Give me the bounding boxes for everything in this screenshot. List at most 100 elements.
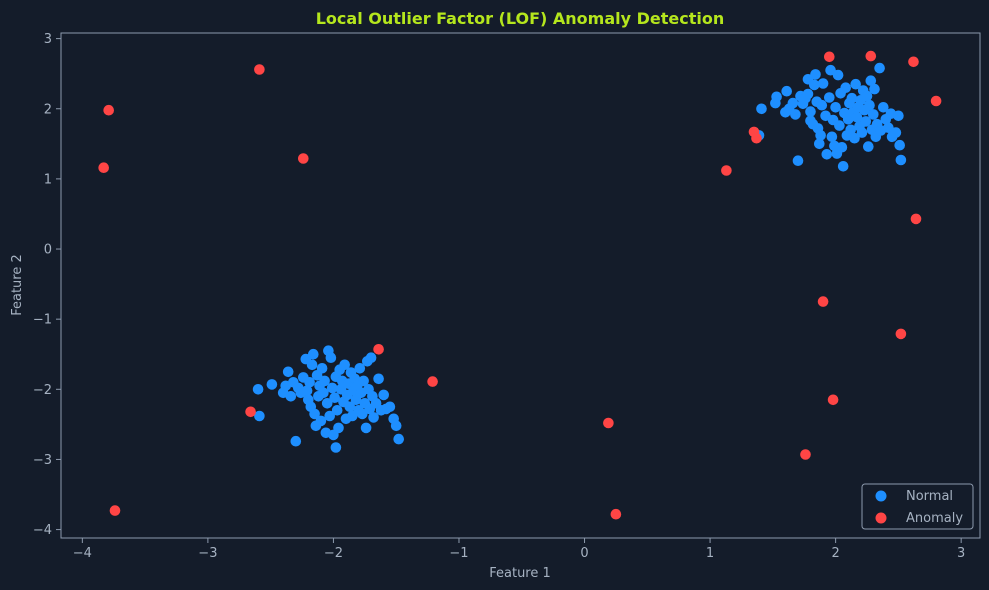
chart-title: Local Outlier Factor (LOF) Anomaly Detec… xyxy=(316,9,725,28)
point-anomaly xyxy=(910,213,922,225)
axes-frame: −4 −3 −2 −1 0 1 2 3 −4 −3 −2 −1 0 1 2 3 xyxy=(33,32,981,561)
y-tick-label: −4 xyxy=(33,523,52,538)
point-normal xyxy=(834,120,845,131)
point-normal xyxy=(756,103,767,115)
y-tick-label: 1 xyxy=(44,172,52,187)
point-normal xyxy=(845,124,856,136)
x-tick-label: 1 xyxy=(706,546,714,561)
point-anomaly xyxy=(908,56,919,68)
point-normal xyxy=(851,111,863,123)
point-normal xyxy=(860,116,872,127)
point-anomaly xyxy=(245,406,256,418)
point-normal xyxy=(285,391,297,402)
point-normal xyxy=(837,161,849,172)
y-tick-label: −2 xyxy=(33,383,52,398)
point-normal xyxy=(832,69,844,81)
point-anomaly xyxy=(254,64,265,75)
point-normal xyxy=(282,366,294,378)
point-normal xyxy=(824,92,835,103)
point-normal xyxy=(815,130,826,141)
point-normal xyxy=(333,422,344,434)
point-normal xyxy=(330,442,342,453)
point-normal xyxy=(856,127,868,138)
point-normal xyxy=(865,75,877,86)
point-normal xyxy=(306,359,318,371)
x-axis-label: Feature 1 xyxy=(489,566,551,581)
point-anomaly xyxy=(427,376,438,387)
y-tick-label: −1 xyxy=(33,313,52,328)
point-normal xyxy=(894,139,905,151)
point-normal xyxy=(826,131,838,143)
legend-label-normal: Normal xyxy=(906,489,953,504)
point-anomaly xyxy=(865,50,877,62)
point-normal xyxy=(850,78,861,90)
point-normal xyxy=(787,97,799,109)
point-normal xyxy=(771,91,782,103)
point-normal xyxy=(384,401,396,413)
point-normal xyxy=(304,377,315,388)
point-anomaly xyxy=(930,95,942,107)
point-normal xyxy=(331,405,343,416)
x-tick-label: 3 xyxy=(957,546,965,561)
point-normal xyxy=(781,85,792,97)
point-normal xyxy=(846,92,858,104)
point-normal xyxy=(805,106,816,117)
point-normal xyxy=(863,141,874,152)
point-normal xyxy=(324,410,336,422)
point-normal xyxy=(378,389,390,401)
point-anomaly xyxy=(103,104,114,116)
point-normal xyxy=(321,398,333,409)
point-normal xyxy=(373,373,384,385)
point-anomaly xyxy=(603,417,614,429)
point-normal xyxy=(365,352,377,364)
point-normal xyxy=(816,99,828,111)
point-normal xyxy=(836,142,848,153)
y-axis-label: Feature 2 xyxy=(10,254,25,316)
point-normal xyxy=(357,408,368,420)
point-normal xyxy=(254,410,265,422)
point-normal xyxy=(849,132,860,144)
y-tick-label: 3 xyxy=(44,32,52,47)
point-anomaly xyxy=(827,394,839,406)
x-tick-label: −1 xyxy=(449,546,468,561)
point-anomaly xyxy=(800,449,811,460)
scatter-points xyxy=(98,50,942,520)
axes-spine xyxy=(60,32,981,539)
point-normal xyxy=(802,88,814,100)
legend-marker-anomaly xyxy=(875,512,887,524)
series-normal xyxy=(252,62,907,453)
point-normal xyxy=(864,99,875,111)
point-normal xyxy=(290,435,302,447)
point-normal xyxy=(878,102,889,113)
point-normal xyxy=(308,348,319,360)
point-normal xyxy=(890,127,902,138)
point-normal xyxy=(358,375,369,387)
legend-label-anomaly: Anomaly xyxy=(906,511,963,526)
point-anomaly xyxy=(751,132,762,144)
point-normal xyxy=(393,433,405,445)
point-normal xyxy=(790,109,801,120)
point-normal xyxy=(390,420,402,432)
point-anomaly xyxy=(109,505,121,516)
point-normal xyxy=(316,363,328,374)
point-normal xyxy=(874,62,885,74)
point-normal xyxy=(318,387,329,399)
legend-box xyxy=(861,483,974,530)
point-normal xyxy=(252,384,264,395)
point-anomaly xyxy=(721,165,732,176)
point-normal xyxy=(368,412,379,423)
point-normal xyxy=(893,110,904,122)
point-anomaly xyxy=(817,296,829,307)
point-normal xyxy=(895,154,907,166)
x-tick-label: 0 xyxy=(580,546,588,561)
point-normal xyxy=(861,90,873,102)
point-normal xyxy=(325,352,337,364)
point-normal xyxy=(326,382,338,394)
y-tick-label: 0 xyxy=(44,243,52,258)
point-normal xyxy=(329,392,341,404)
point-normal xyxy=(814,138,825,150)
point-anomaly xyxy=(373,344,384,355)
point-normal xyxy=(817,78,829,89)
x-tick-label: 2 xyxy=(831,546,839,561)
